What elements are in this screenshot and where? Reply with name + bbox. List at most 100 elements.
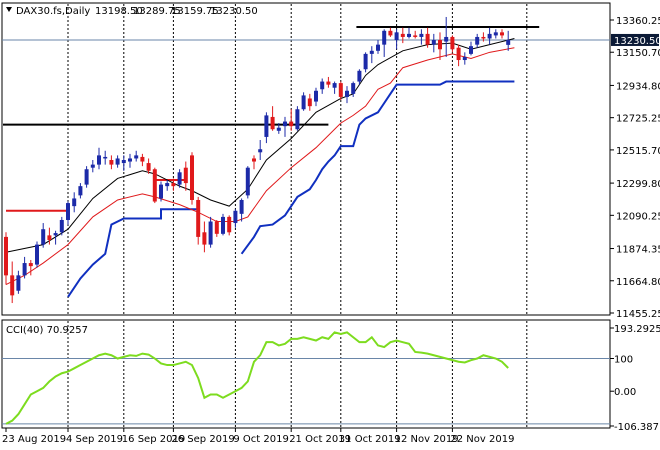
x-tick-label: 21 Oct 2019	[289, 434, 351, 445]
candle-body	[382, 30, 387, 45]
cci-line	[5, 331, 509, 425]
candle-body	[196, 199, 201, 237]
candle-body	[357, 70, 362, 82]
channel-line	[240, 80, 515, 255]
candle-body	[487, 33, 492, 39]
candle-body	[301, 95, 306, 110]
symbol-label: DAX30.fs,Daily	[16, 6, 90, 17]
y-tick-label: 12725.25	[616, 114, 660, 125]
candle-body	[332, 83, 337, 88]
candle-body	[425, 33, 430, 45]
candle-body	[227, 216, 232, 233]
y-tick-label: 13360.25	[616, 16, 660, 27]
candle-body	[53, 233, 58, 236]
ohlc-high: 13289.75	[133, 6, 181, 17]
cci-axis: 193.2925 100 0.00 -106.3871	[610, 324, 660, 433]
candle-body	[72, 198, 77, 207]
y-tick-label: 12299.80	[616, 179, 660, 190]
y-tick-label: 12934.80	[616, 81, 660, 92]
candle-body	[320, 81, 325, 90]
candle-body	[103, 156, 108, 159]
x-tick-label: 16 Sep 2019	[122, 434, 185, 445]
candle-body	[97, 155, 101, 165]
candle-body	[41, 229, 46, 245]
candle-body	[66, 203, 70, 220]
candle-body	[438, 40, 442, 50]
candle-body	[140, 156, 145, 162]
candle-body	[90, 164, 95, 168]
candle-body	[469, 46, 473, 54]
candle-body	[475, 36, 480, 45]
candle-body	[400, 33, 405, 37]
y-tick-label: 12090.25	[616, 211, 660, 222]
candle-body	[10, 275, 15, 296]
candle-body	[326, 81, 331, 85]
candle-body	[78, 186, 83, 196]
candle-body	[264, 115, 269, 137]
cci-tick-label: -106.3871	[614, 422, 660, 433]
ma-slow-line	[5, 47, 515, 286]
candle-body	[283, 121, 287, 127]
candle-body	[146, 163, 151, 171]
ohlc-low: 13159.75	[171, 6, 219, 17]
x-tick-label: 12 Nov 2019	[395, 434, 459, 445]
candle-body	[177, 172, 182, 185]
candle-body	[500, 32, 504, 36]
candle-body	[121, 160, 126, 164]
candle-body	[221, 216, 225, 234]
candle-body	[171, 183, 176, 187]
cci-label: CCI(40) 70.9257	[6, 325, 88, 336]
candle-body	[307, 98, 312, 107]
candle-body	[4, 236, 8, 276]
candle-body	[450, 36, 455, 50]
candle-body	[84, 169, 89, 185]
channel-line	[67, 208, 199, 298]
x-tick-label: 4 Sep 2019	[66, 434, 123, 445]
cci-panel-frame	[1, 319, 611, 429]
candle-body	[444, 36, 449, 42]
candle-body	[28, 263, 33, 267]
candle-body	[239, 199, 244, 214]
x-tick-label: 23 Aug 2019	[2, 434, 66, 445]
candle-body	[109, 160, 114, 165]
candle-body	[407, 33, 411, 37]
candle-body	[295, 109, 300, 130]
ohlc-open: 13198.50	[95, 6, 143, 17]
candle-body	[134, 155, 139, 159]
cci-tick-label: 0.00	[614, 387, 636, 398]
candles	[4, 16, 511, 304]
x-tick-label: 31 Oct 2019	[339, 434, 401, 445]
candle-body	[376, 44, 380, 51]
x-tick-label: 26 Sep 2019	[171, 434, 234, 445]
y-tick-label: 11455.25	[616, 309, 660, 320]
header: DAX30.fs,Daily 13198.50 13289.75 13159.7…	[6, 6, 258, 17]
y-tick-label: 11874.35	[616, 245, 660, 256]
price-tag-value: 13230.50	[614, 36, 660, 47]
candle-body	[214, 221, 219, 234]
candle-body	[233, 210, 238, 224]
candle-body	[270, 116, 275, 130]
candle-body	[394, 32, 399, 41]
cci-indicator	[2, 331, 610, 425]
price-tag-box	[611, 33, 659, 46]
candle-body	[456, 47, 461, 61]
candle-body	[462, 56, 467, 61]
candle-body	[276, 127, 281, 131]
candle-body	[314, 90, 318, 102]
price-tag: 13230.50	[611, 33, 660, 47]
collapse-triangle-icon[interactable]	[6, 7, 12, 12]
candle-body	[338, 83, 343, 97]
candle-body	[419, 33, 424, 37]
candle-body	[245, 167, 250, 196]
candle-body	[506, 39, 511, 45]
ohlc-close: 13230.50	[210, 6, 258, 17]
candle-body	[202, 232, 207, 245]
candle-body	[159, 184, 163, 199]
candle-body	[363, 53, 368, 70]
candle-body	[289, 121, 294, 127]
candle-body	[115, 158, 120, 165]
candle-body	[190, 155, 194, 200]
candle-body	[493, 32, 498, 36]
